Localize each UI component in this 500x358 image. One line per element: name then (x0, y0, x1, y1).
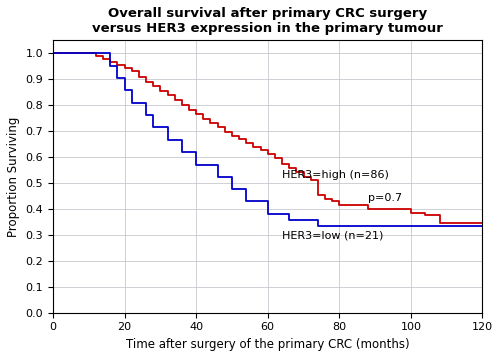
Y-axis label: Proportion Surviving: Proportion Surviving (7, 116, 20, 237)
Title: Overall survival after primary CRC surgery
versus HER3 expression in the primary: Overall survival after primary CRC surge… (92, 7, 443, 35)
X-axis label: Time after surgery of the primary CRC (months): Time after surgery of the primary CRC (m… (126, 338, 410, 351)
Text: p=0.7: p=0.7 (368, 193, 402, 203)
Text: HER3=low (n=21): HER3=low (n=21) (282, 231, 384, 241)
Text: HER3=high (n=86): HER3=high (n=86) (282, 170, 389, 180)
